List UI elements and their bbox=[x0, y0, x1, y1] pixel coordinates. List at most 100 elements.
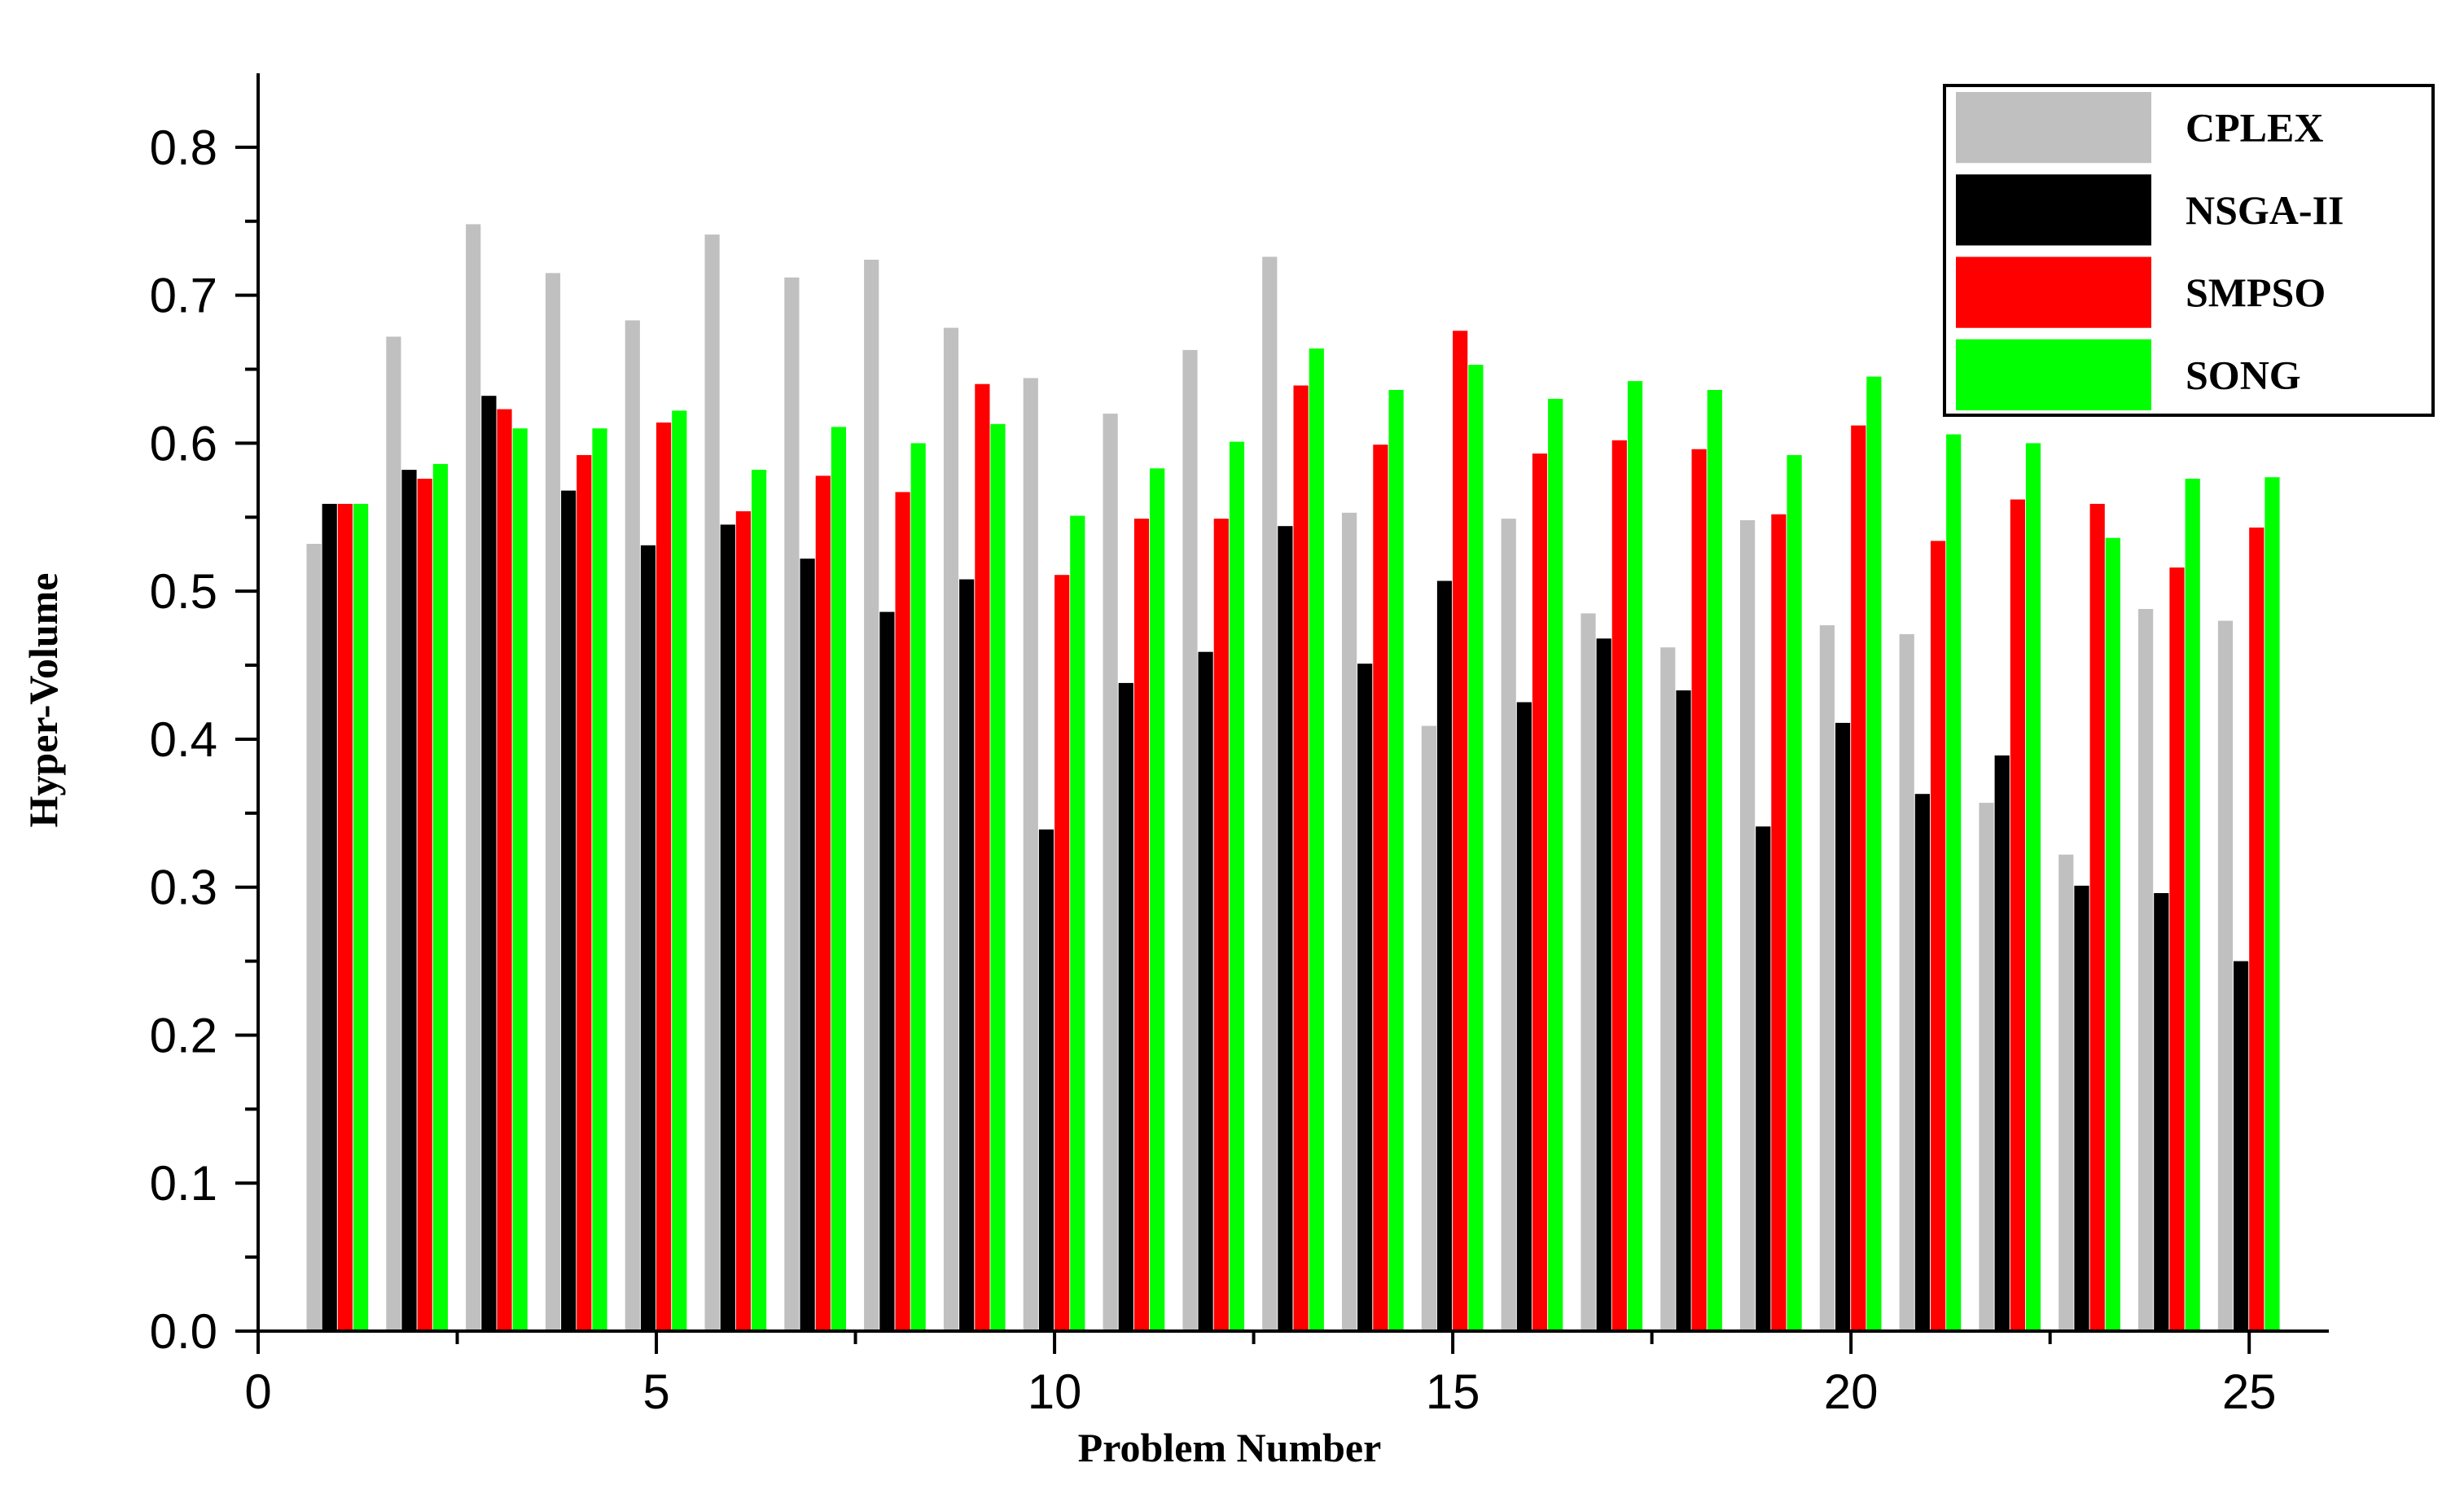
bar-nsga-ii-22 bbox=[1994, 755, 2010, 1331]
bar-smpso-18 bbox=[1691, 449, 1707, 1332]
y-tick-label: 0.2 bbox=[150, 1008, 217, 1062]
bar-nsga-ii-5 bbox=[640, 545, 656, 1331]
bar-smpso-4 bbox=[577, 455, 592, 1331]
bar-nsga-ii-12 bbox=[1198, 651, 1213, 1331]
bar-nsga-ii-11 bbox=[1118, 682, 1133, 1331]
bar-nsga-ii-16 bbox=[1516, 702, 1532, 1331]
bar-nsga-ii-20 bbox=[1835, 722, 1851, 1331]
bar-song-4 bbox=[592, 428, 607, 1332]
bar-smpso-25 bbox=[2249, 528, 2265, 1331]
bar-song-7 bbox=[831, 427, 846, 1331]
bar-smpso-1 bbox=[337, 503, 353, 1331]
bar-cplex-12 bbox=[1182, 349, 1198, 1331]
bar-cplex-19 bbox=[1740, 519, 1756, 1331]
bar-song-20 bbox=[1866, 376, 1882, 1332]
bar-nsga-ii-6 bbox=[720, 524, 735, 1331]
legend-swatch-song bbox=[1956, 339, 2151, 410]
bar-song-8 bbox=[910, 443, 926, 1331]
bar-smpso-20 bbox=[1851, 425, 1866, 1331]
bar-song-6 bbox=[752, 470, 767, 1331]
legend-label-cplex: CPLEX bbox=[2186, 105, 2323, 151]
bar-nsga-ii-15 bbox=[1436, 580, 1453, 1331]
bar-smpso-9 bbox=[975, 383, 990, 1332]
legend: CPLEX NSGA-II SMPSO SONG bbox=[1943, 84, 2435, 417]
bar-smpso-12 bbox=[1213, 519, 1229, 1331]
bar-nsga-ii-7 bbox=[800, 558, 815, 1331]
legend-swatch-nsga-ii bbox=[1956, 174, 2151, 246]
y-tick-label: 0.4 bbox=[150, 712, 217, 767]
bar-song-10 bbox=[1070, 515, 1085, 1331]
bar-smpso-2 bbox=[417, 479, 432, 1331]
bar-song-18 bbox=[1707, 390, 1722, 1331]
bar-song-12 bbox=[1229, 441, 1245, 1331]
bars-group bbox=[306, 224, 2280, 1332]
bar-nsga-ii-2 bbox=[401, 470, 417, 1331]
bar-cplex-1 bbox=[306, 544, 322, 1331]
bar-nsga-ii-21 bbox=[1914, 794, 1930, 1331]
bar-cplex-21 bbox=[1899, 633, 1914, 1331]
legend-label-smpso: SMPSO bbox=[2186, 269, 2326, 315]
bar-cplex-10 bbox=[1023, 378, 1038, 1331]
bar-nsga-ii-1 bbox=[322, 503, 337, 1331]
bar-song-19 bbox=[1787, 455, 1802, 1331]
bar-song-1 bbox=[353, 503, 369, 1331]
y-tick-label: 0.5 bbox=[150, 564, 217, 619]
bar-cplex-4 bbox=[545, 273, 561, 1331]
y-tick-label: 0.6 bbox=[150, 416, 217, 471]
bar-cplex-14 bbox=[1342, 512, 1357, 1331]
bar-song-13 bbox=[1309, 348, 1324, 1332]
axes-group: 0 5 10 15 20 25 0.0 0.1 0.2 0.3 0.4 0.5 0.6 0.7 0.8 bbox=[150, 73, 2329, 1419]
bar-cplex-2 bbox=[386, 336, 401, 1331]
bar-cplex-18 bbox=[1660, 647, 1676, 1331]
bar-cplex-17 bbox=[1581, 613, 1596, 1331]
bar-smpso-14 bbox=[1373, 445, 1388, 1332]
bar-song-14 bbox=[1388, 390, 1404, 1331]
bar-cplex-13 bbox=[1262, 256, 1278, 1331]
y-axis-title: Hyper-Volume bbox=[20, 573, 66, 828]
bar-nsga-ii-3 bbox=[481, 396, 497, 1332]
bar-nsga-ii-13 bbox=[1278, 526, 1293, 1331]
bar-smpso-16 bbox=[1532, 453, 1548, 1331]
bar-song-17 bbox=[1627, 381, 1643, 1332]
x-tick-label: 15 bbox=[1426, 1364, 1480, 1419]
bar-cplex-15 bbox=[1421, 725, 1436, 1331]
bar-cplex-20 bbox=[1819, 625, 1835, 1331]
bar-smpso-19 bbox=[1771, 514, 1787, 1331]
legend-swatch-smpso bbox=[1956, 256, 2151, 328]
bar-nsga-ii-25 bbox=[2234, 961, 2249, 1331]
bar-smpso-15 bbox=[1453, 331, 1468, 1331]
bar-cplex-24 bbox=[2138, 609, 2154, 1331]
bar-cplex-3 bbox=[466, 224, 481, 1331]
x-tick-label: 0 bbox=[244, 1364, 271, 1419]
y-tick-label: 0.8 bbox=[150, 120, 217, 175]
bar-smpso-17 bbox=[1611, 440, 1627, 1331]
y-tick-label: 0.3 bbox=[150, 861, 217, 915]
bar-cplex-16 bbox=[1501, 519, 1516, 1331]
legend-label-song: SONG bbox=[2186, 352, 2301, 397]
bar-smpso-10 bbox=[1054, 575, 1070, 1331]
bar-cplex-5 bbox=[625, 320, 640, 1331]
legend-swatch-cplex bbox=[1956, 92, 2151, 164]
y-tick-label: 0.1 bbox=[150, 1156, 217, 1211]
bar-nsga-ii-9 bbox=[959, 579, 975, 1331]
bar-smpso-7 bbox=[815, 475, 831, 1331]
bar-smpso-11 bbox=[1133, 519, 1150, 1331]
bar-song-3 bbox=[512, 428, 528, 1332]
bar-song-11 bbox=[1150, 468, 1165, 1331]
bar-cplex-25 bbox=[2217, 620, 2234, 1331]
bar-smpso-3 bbox=[497, 409, 512, 1332]
bar-smpso-21 bbox=[1931, 541, 1946, 1331]
y-tick-label: 0.7 bbox=[150, 269, 217, 323]
bar-nsga-ii-19 bbox=[1756, 826, 1771, 1331]
y-tick-label: 0.0 bbox=[150, 1304, 217, 1359]
bar-cplex-7 bbox=[784, 277, 800, 1331]
bar-cplex-22 bbox=[1979, 803, 1994, 1331]
x-tick-label: 5 bbox=[642, 1364, 669, 1419]
bar-nsga-ii-17 bbox=[1596, 638, 1611, 1331]
bar-song-25 bbox=[2265, 477, 2280, 1332]
bar-nsga-ii-4 bbox=[561, 490, 577, 1331]
x-tick-label: 20 bbox=[1824, 1364, 1879, 1419]
legend-label-nsga-ii: NSGA-II bbox=[2186, 187, 2343, 233]
bar-song-21 bbox=[1946, 434, 1962, 1331]
